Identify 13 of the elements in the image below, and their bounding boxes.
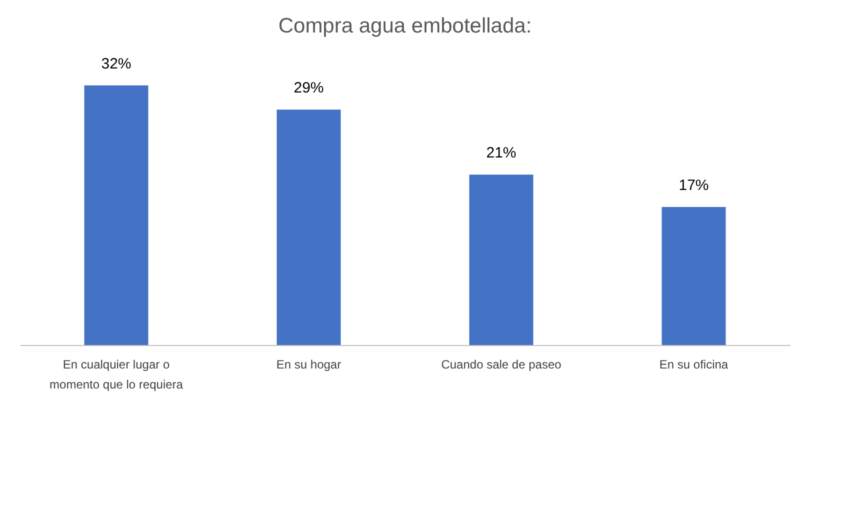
x-tick-label: Cuando sale de paseo	[441, 358, 562, 372]
chart-title: Compra agua embotellada:	[278, 14, 532, 38]
bar	[469, 174, 534, 345]
data-label: 17%	[678, 177, 709, 194]
bar	[662, 207, 726, 345]
data-label: 32%	[101, 55, 132, 72]
x-tick-label: En su oficina	[659, 358, 728, 372]
data-label: 29%	[294, 80, 324, 97]
x-tick-label: En su hogar	[276, 358, 342, 372]
data-label: 21%	[486, 144, 516, 162]
bar	[84, 85, 148, 345]
x-tick-label: En cualquier lugar o momento que lo requiera	[50, 358, 184, 392]
bar	[276, 110, 341, 345]
